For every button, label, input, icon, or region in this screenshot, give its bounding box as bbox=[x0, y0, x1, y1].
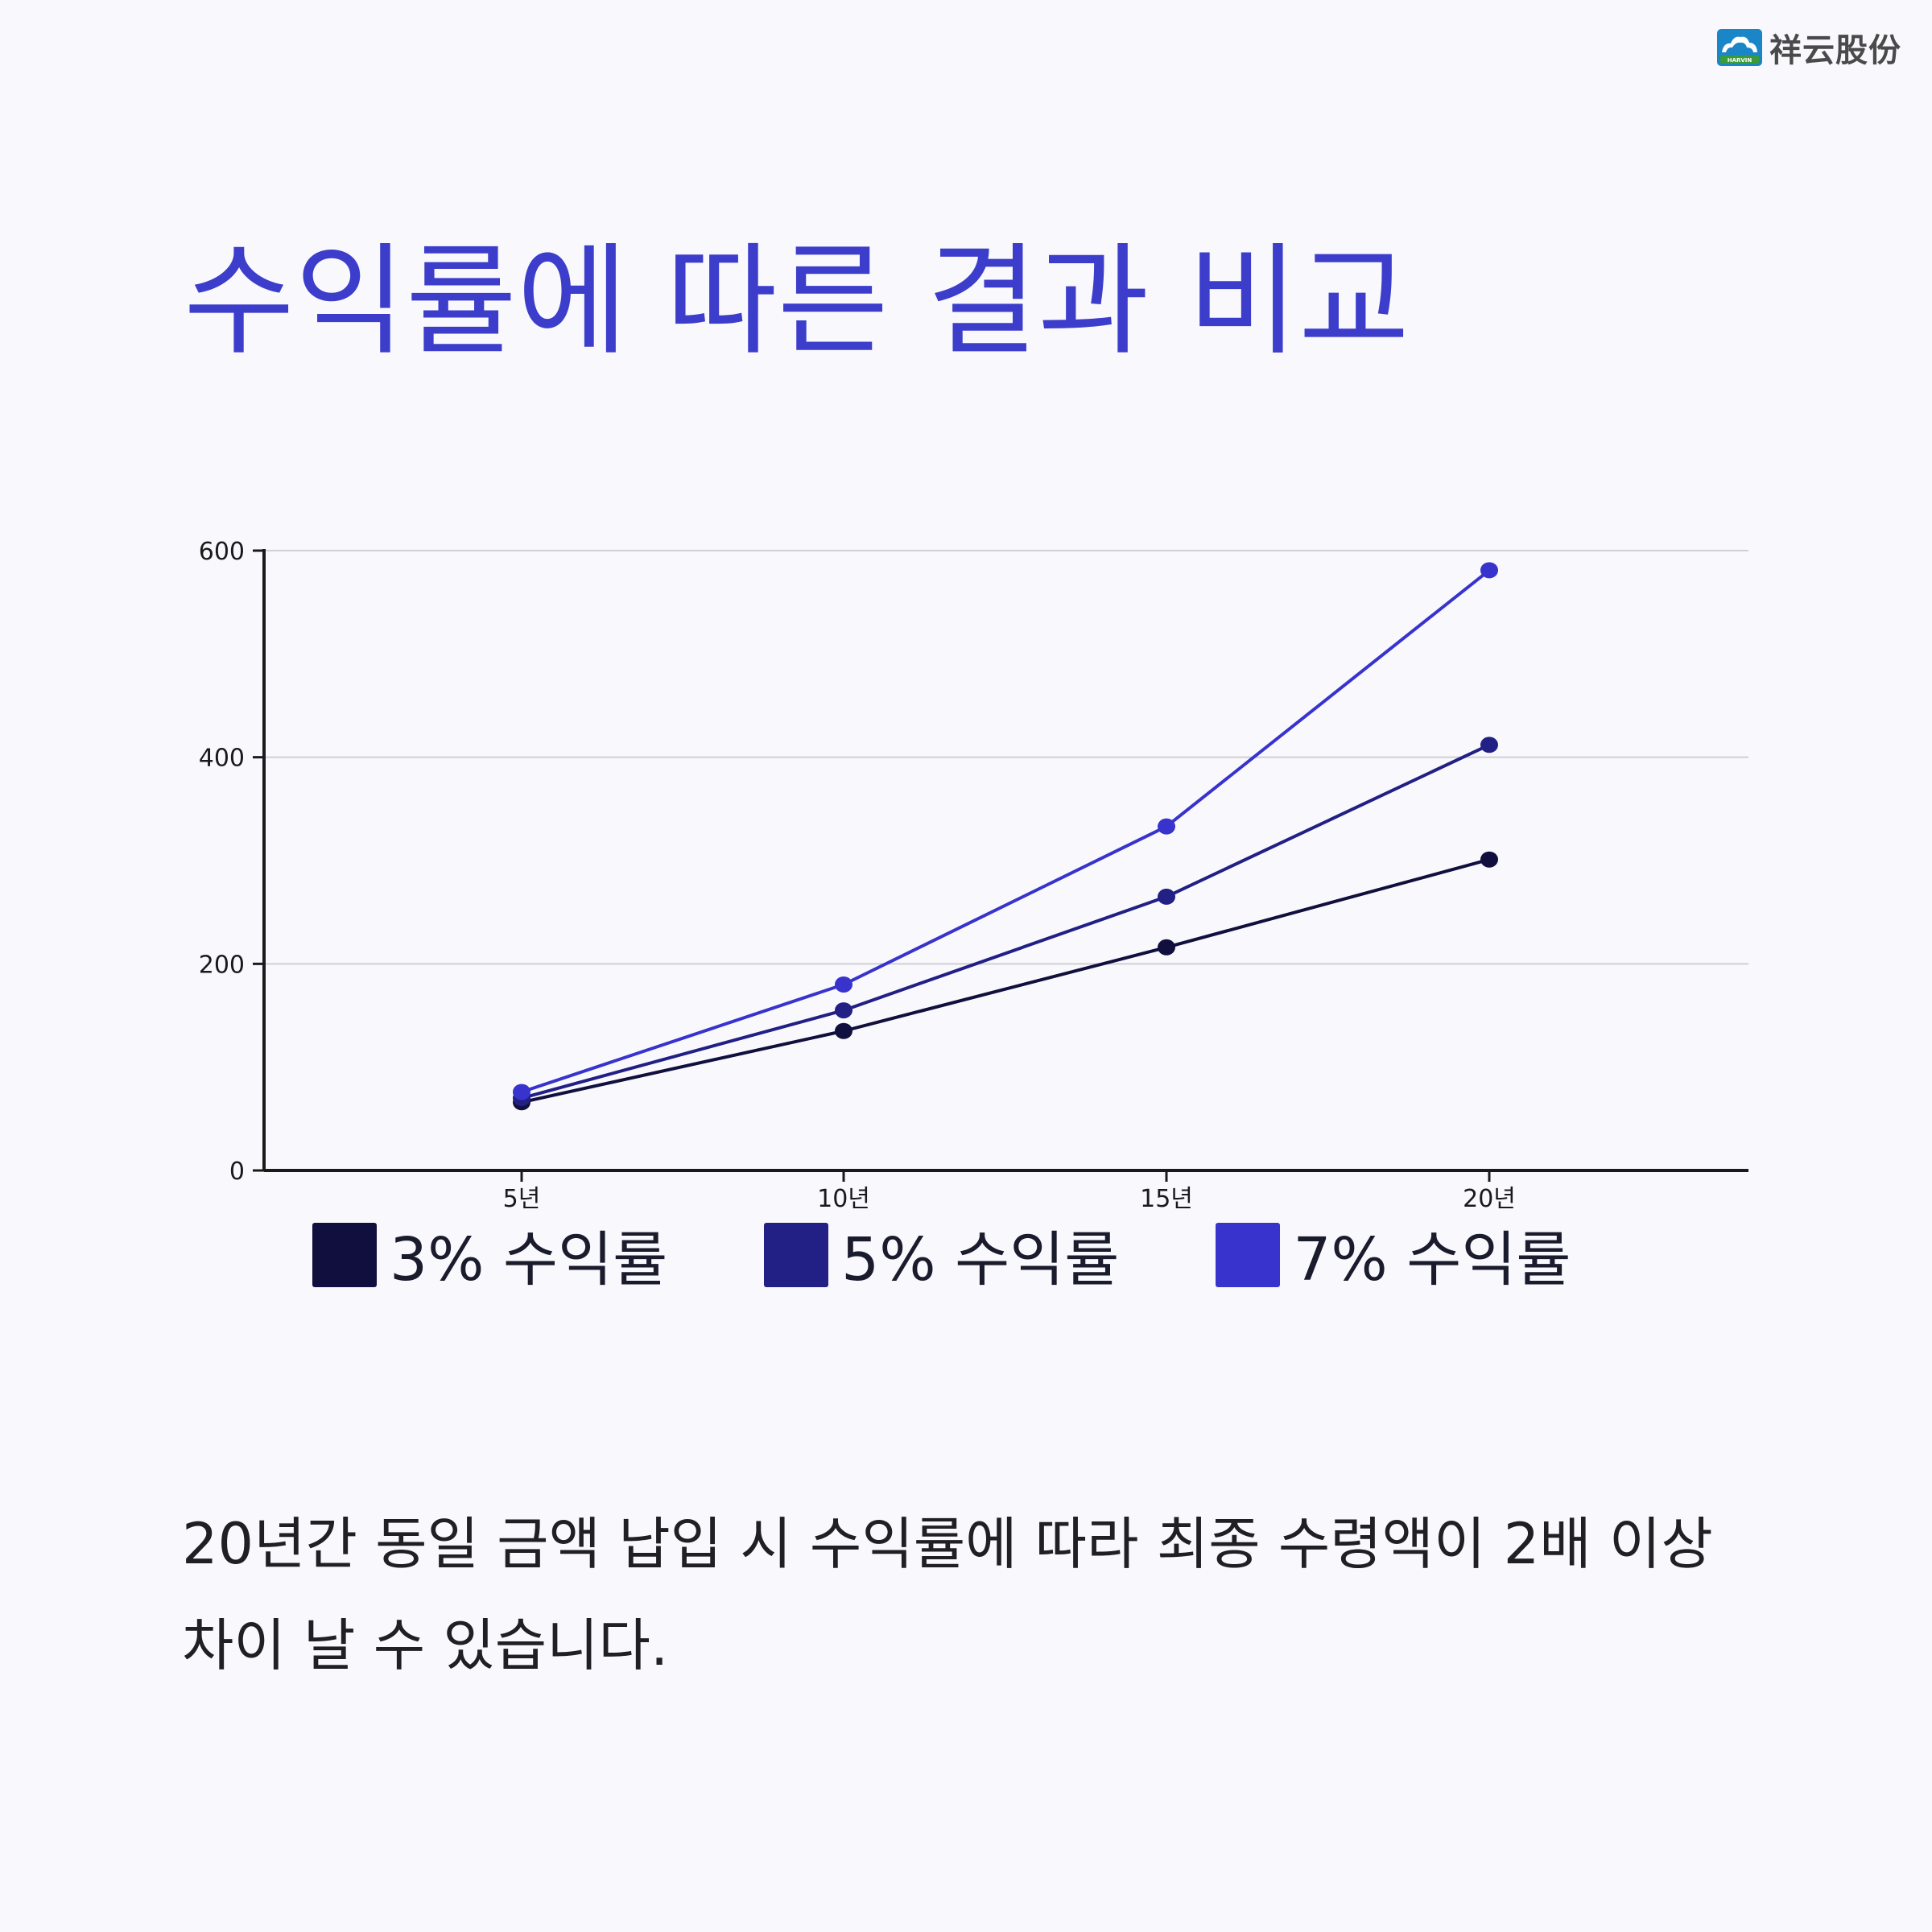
tick-labels: 0 200 400 600 5년 10년 15년 20년 bbox=[199, 538, 1516, 1213]
legend-item: 3% 수익률 bbox=[312, 1212, 667, 1298]
x-tick-label: 10년 bbox=[817, 1185, 870, 1213]
legend-item: 7% 수익률 bbox=[1216, 1212, 1571, 1298]
legend-label: 3% 수익률 bbox=[390, 1225, 668, 1294]
logo-badge-text: HARVIN bbox=[1728, 57, 1752, 64]
data-point bbox=[513, 1084, 530, 1100]
x-tick-label: 15년 bbox=[1140, 1185, 1193, 1213]
data-point bbox=[835, 1002, 852, 1019]
chart-series bbox=[513, 562, 1498, 1111]
brand-logo: HARVIN 祥云股份 bbox=[1716, 24, 1901, 71]
data-point bbox=[835, 976, 852, 993]
grid-lines bbox=[264, 550, 1748, 965]
legend-swatch bbox=[1216, 1222, 1281, 1287]
data-point bbox=[1158, 888, 1175, 905]
data-point bbox=[1158, 939, 1175, 956]
y-tick-label: 600 bbox=[199, 538, 245, 566]
series-line bbox=[521, 857, 1490, 1104]
legend-item: 5% 수익률 bbox=[764, 1212, 1119, 1298]
legend-swatch bbox=[764, 1222, 829, 1287]
legend-label: 7% 수익률 bbox=[1293, 1225, 1571, 1294]
legend-label: 5% 수익률 bbox=[841, 1225, 1120, 1294]
chart-legend: 3% 수익률 5% 수익률 7% 수익률 bbox=[312, 1212, 1668, 1298]
page-title: 수익률에 따른 결과 비교 bbox=[184, 232, 1410, 372]
chart-axes bbox=[253, 549, 1748, 1182]
logo-text: 祥云股份 bbox=[1769, 32, 1901, 69]
series-line bbox=[521, 568, 1491, 1094]
x-tick-label: 20년 bbox=[1463, 1185, 1516, 1213]
data-point bbox=[1480, 562, 1498, 579]
y-tick-label: 400 bbox=[199, 745, 245, 773]
caption-text: 20년간 동일 금액 납입 시 수익률에 따라 최종 수령액이 2배 이상 차이… bbox=[182, 1511, 1713, 1678]
y-tick-label: 0 bbox=[229, 1158, 245, 1186]
data-point bbox=[1158, 818, 1175, 835]
cloud-logo-icon: HARVIN bbox=[1717, 29, 1762, 66]
data-point bbox=[835, 1022, 852, 1039]
x-tick-label: 5년 bbox=[503, 1185, 541, 1213]
series-line bbox=[521, 743, 1490, 1100]
legend-swatch bbox=[312, 1222, 377, 1287]
data-point bbox=[1480, 737, 1498, 753]
data-point bbox=[1480, 851, 1498, 868]
y-tick-label: 200 bbox=[199, 951, 245, 979]
